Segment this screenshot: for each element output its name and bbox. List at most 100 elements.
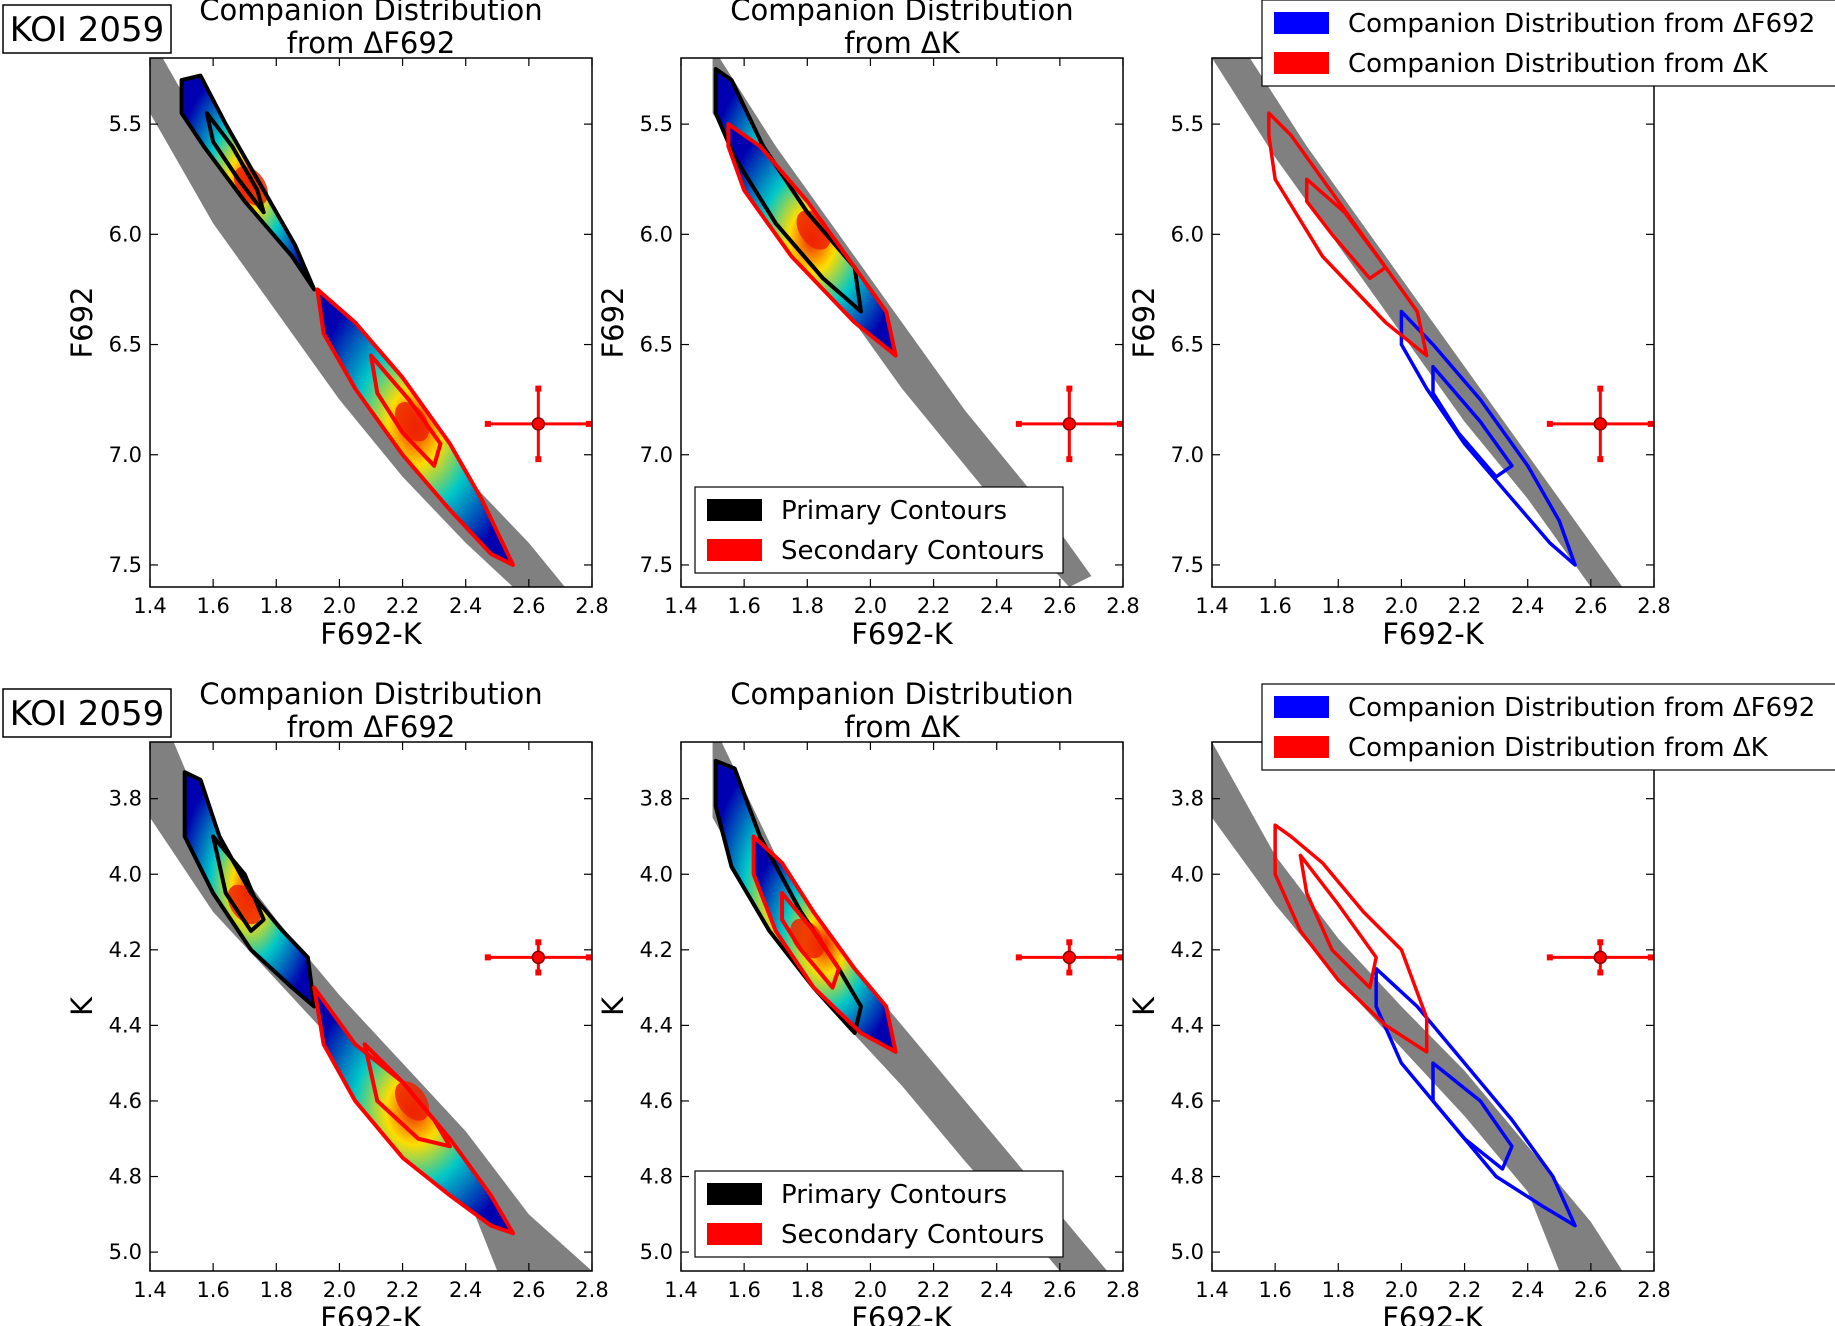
y-tick-label: 4.6 (1171, 1089, 1204, 1113)
y-axis-label: K (1127, 996, 1161, 1016)
x-axis-label: F692-K (851, 1301, 953, 1326)
y-tick-label: 6.0 (109, 222, 142, 246)
secondary-contour (751, 834, 898, 1054)
y-tick-label: 6.0 (1171, 222, 1204, 246)
x-tick-label: 2.4 (980, 594, 1013, 618)
legend-swatch (707, 539, 762, 561)
panel-title: Companion Distribution (730, 0, 1073, 27)
measurement-point (484, 385, 592, 463)
y-tick-label: 3.8 (1171, 787, 1204, 811)
svg-text:KOI 2059: KOI 2059 (10, 694, 165, 734)
x-tick-label: 1.8 (1322, 1278, 1355, 1302)
panel-row1-middle: 1.4 1.6 1.8 2.0 2.2 2.4 2.6 2.8 5.5 6.0 6.5 7.0 7.5 F… (596, 0, 1140, 651)
f692-companion-contour (1374, 966, 1577, 1228)
legend-entry: Companion Distribution from ΔF692 (1348, 693, 1815, 723)
y-tick-label: 5.0 (109, 1240, 142, 1264)
y-tick-label: 5.0 (1171, 1240, 1204, 1264)
secondary-contour (726, 122, 898, 358)
x-tick-label: 1.6 (196, 1278, 229, 1302)
y-tick-label: 4.8 (1171, 1165, 1204, 1189)
primary-contour (713, 758, 863, 1035)
measurement-point (1015, 939, 1123, 976)
legend-swatch (707, 499, 762, 521)
panel-title: Companion Distribution (199, 0, 542, 27)
plot-area (712, 58, 1092, 587)
x-tick-label: 1.8 (791, 1278, 824, 1302)
y-tick-label: 3.8 (109, 787, 142, 811)
x-tick-label: 1.6 (1258, 1278, 1291, 1302)
legend-entry: Companion Distribution from ΔF692 (1348, 9, 1815, 39)
y-tick-label: 4.4 (640, 1013, 673, 1037)
x-tick-label: 2.4 (1511, 594, 1544, 618)
x-tick-label: 1.4 (133, 594, 166, 618)
isochrone-band (1212, 742, 1623, 1271)
y-tick-label: 5.5 (1171, 112, 1204, 136)
plot-area (712, 742, 1108, 1271)
y-tick-label: 4.2 (1171, 938, 1204, 962)
plot-area (150, 742, 592, 1271)
x-tick-label: 2.0 (854, 1278, 887, 1302)
y-tick-label: 4.0 (1171, 862, 1204, 886)
y-tick-label: 7.5 (109, 553, 142, 577)
y-tick-label: 4.6 (640, 1089, 673, 1113)
density-peak (394, 1081, 430, 1121)
y-tick-label: 7.0 (640, 443, 673, 467)
panel-title: Companion Distribution (730, 677, 1073, 711)
y-tick-label: 4.0 (109, 862, 142, 886)
x-tick-label: 2.8 (575, 594, 608, 618)
x-axis-label: F692-K (320, 617, 422, 651)
y-tick-label: 7.0 (109, 443, 142, 467)
y-tick-label: 4.8 (109, 1165, 142, 1189)
x-tick-label: 2.6 (1043, 1278, 1076, 1302)
measurement-point (1546, 939, 1654, 976)
y-tick-label: 6.0 (640, 222, 673, 246)
x-tick-label: 1.8 (791, 594, 824, 618)
x-tick-label: 2.2 (917, 594, 950, 618)
x-tick-label: 2.0 (323, 594, 356, 618)
plot-area (1212, 58, 1623, 587)
legend-swatch (707, 1223, 762, 1245)
koi-label-row2: KOI 2059 (2, 688, 172, 738)
plot-area (1212, 742, 1623, 1271)
legend: Companion Distribution from ΔF692 Compani… (1261, 683, 1835, 771)
y-tick-label: 6.5 (640, 333, 673, 357)
x-tick-label: 2.2 (1448, 1278, 1481, 1302)
svg-text:KOI 2059: KOI 2059 (10, 10, 165, 50)
axes-frame (680, 741, 1124, 1272)
panel-row1-right: 1.4 1.6 1.8 2.0 2.2 2.4 2.6 2.8 5.5 6.0 6.5 7.0 7.5 F… (1127, 0, 1835, 651)
isochrone-band (712, 58, 1092, 587)
x-tick-label: 1.6 (196, 594, 229, 618)
x-tick-label: 1.4 (664, 1278, 697, 1302)
measurement-point (484, 939, 592, 976)
legend-entry: Secondary Contours (781, 536, 1044, 566)
x-tick-label: 2.2 (1448, 594, 1481, 618)
primary-contour (182, 770, 317, 1009)
x-tick-label: 2.8 (1106, 1278, 1139, 1302)
legend-swatch (1274, 696, 1329, 718)
x-axis-label: F692-K (851, 617, 953, 651)
y-tick-label: 5.5 (640, 112, 673, 136)
isochrone-band (1212, 58, 1623, 587)
x-tick-label: 2.4 (1511, 1278, 1544, 1302)
legend-swatch (1274, 52, 1329, 74)
isochrone-band (150, 742, 592, 1271)
secondary-contour (780, 891, 841, 990)
y-tick-label: 4.4 (1171, 1013, 1204, 1037)
y-tick-label: 6.5 (1171, 333, 1204, 357)
y-axis-label: F692 (1127, 286, 1161, 358)
legend-entry: Secondary Contours (781, 1220, 1044, 1250)
x-tick-label: 2.2 (386, 1278, 419, 1302)
panel-title: Companion Distribution (199, 677, 542, 711)
x-tick-label: 1.8 (260, 594, 293, 618)
legend-swatch (1274, 12, 1329, 34)
x-tick-label: 2.0 (1385, 594, 1418, 618)
x-tick-label: 2.4 (449, 1278, 482, 1302)
x-tick-label: 2.2 (386, 594, 419, 618)
x-tick-label: 2.0 (1385, 1278, 1418, 1302)
secondary-contour (369, 353, 443, 468)
panel-row1-left: 1.4 1.6 1.8 2.0 2.2 2.4 2.6 2.8 5.5 6.0 6.5 7.0 7.5 F… (65, 0, 609, 651)
f692-companion-contour (1399, 309, 1577, 567)
legend-swatch (707, 1183, 762, 1205)
primary-contour (204, 111, 266, 215)
